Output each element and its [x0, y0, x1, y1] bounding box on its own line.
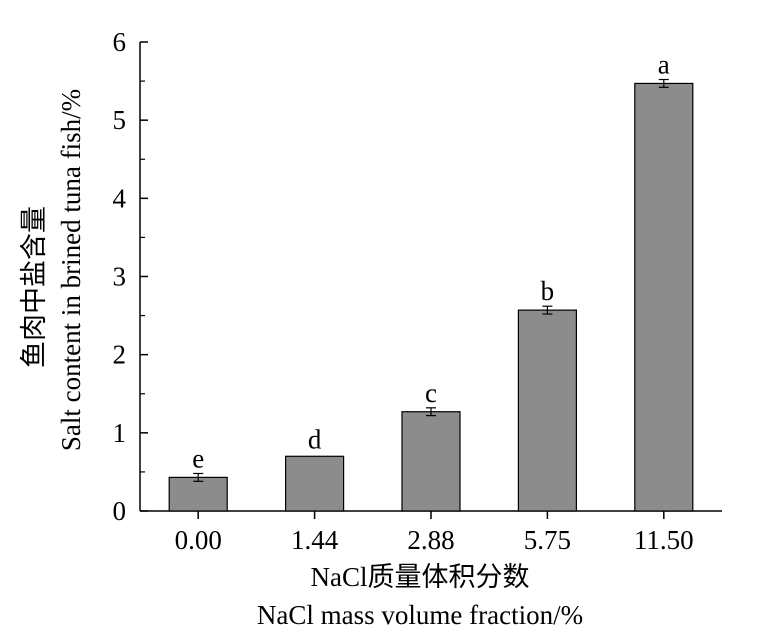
y-ticks: 0 1 2 3 4 5 6 [113, 27, 148, 526]
bar [285, 455, 345, 512]
x-tick-label: 5.75 [524, 525, 571, 555]
x-tick-label: 2.88 [407, 525, 454, 555]
y-tick-label: 5 [113, 105, 127, 135]
bar [634, 82, 694, 512]
x-ticks: 0.00 1.44 2.88 5.75 11.50 [175, 511, 694, 555]
y-tick-label: 1 [113, 418, 127, 448]
significance-letter: a [658, 50, 670, 80]
y-axis-title-en: Salt content in brined tuna fish/% [56, 89, 86, 451]
x-tick-label: 0.00 [175, 525, 222, 555]
bar [168, 476, 228, 512]
y-tick-label: 4 [113, 183, 127, 213]
bar [401, 411, 461, 512]
y-tick-label: 3 [113, 262, 127, 292]
y-tick-label: 6 [113, 27, 127, 57]
x-tick-label: 1.44 [291, 525, 339, 555]
significance-letter: b [541, 276, 555, 306]
significance-letter: d [308, 424, 322, 454]
x-axis-title-cn: NaCl质量体积分数 [311, 562, 530, 592]
significance-letter: c [425, 378, 437, 408]
x-axis-title-en: NaCl mass volume fraction/% [257, 600, 583, 630]
y-tick-label: 2 [113, 340, 127, 370]
bar [517, 309, 578, 512]
y-axis-title-cn: 鱼肉中盐含量 [19, 206, 49, 368]
significance-letter: e [192, 443, 204, 473]
bars: e d c b a [168, 50, 694, 512]
x-tick-label: 11.50 [634, 525, 694, 555]
y-tick-label: 0 [113, 496, 127, 526]
